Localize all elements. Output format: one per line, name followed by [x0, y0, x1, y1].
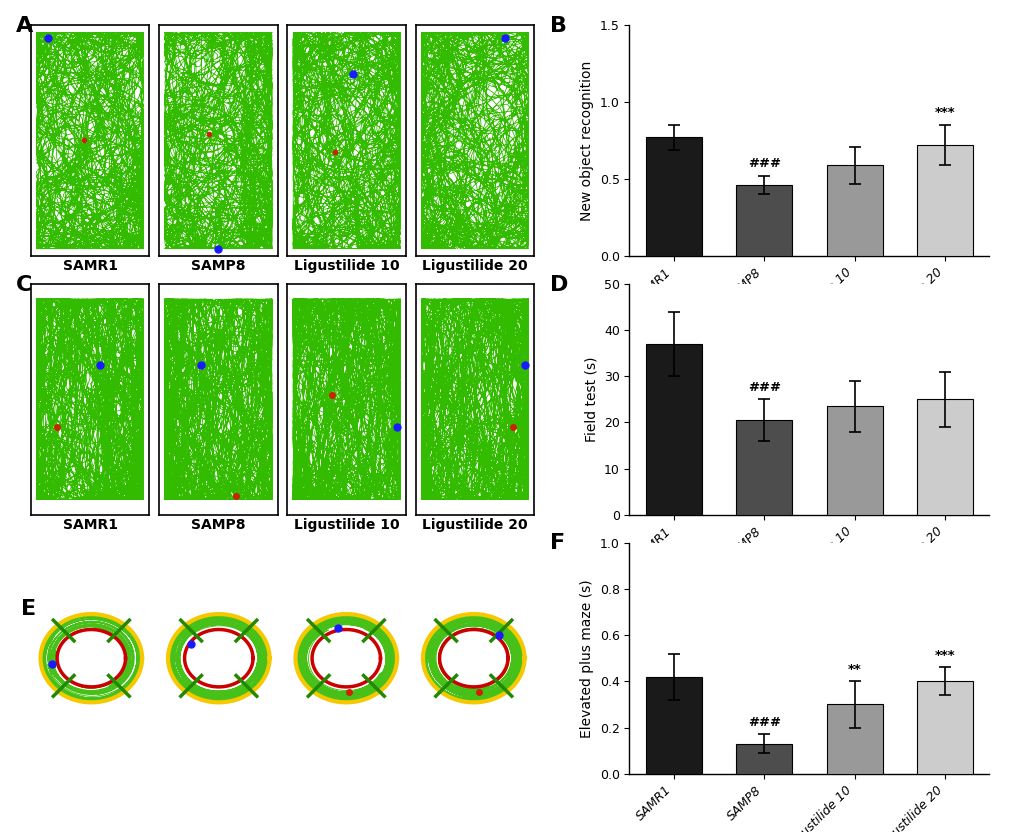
- Text: B: B: [550, 16, 567, 36]
- Bar: [825, 166, 881, 256]
- X-axis label: SAMR1: SAMR1: [62, 259, 117, 273]
- Text: E: E: [20, 598, 36, 619]
- X-axis label: Ligustilide 20: Ligustilide 20: [422, 259, 528, 273]
- Y-axis label: Elevated plus maze (s): Elevated plus maze (s): [580, 579, 594, 737]
- Text: ###: ###: [747, 380, 780, 394]
- X-axis label: SAMP8: SAMP8: [191, 259, 246, 273]
- Bar: [736, 420, 792, 515]
- X-axis label: Ligustilide 20: Ligustilide 20: [422, 518, 528, 532]
- X-axis label: SAMP8: SAMP8: [191, 518, 246, 532]
- Bar: [645, 676, 701, 774]
- Y-axis label: Field test (s): Field test (s): [584, 357, 597, 442]
- Text: A: A: [16, 16, 34, 36]
- Text: ###: ###: [747, 716, 780, 729]
- Text: D: D: [550, 275, 569, 295]
- Text: **: **: [847, 662, 861, 676]
- Text: ***: ***: [933, 649, 955, 661]
- Bar: [825, 705, 881, 774]
- Bar: [736, 186, 792, 256]
- Y-axis label: New object recognition: New object recognition: [580, 61, 594, 220]
- Bar: [825, 406, 881, 515]
- Bar: [736, 744, 792, 774]
- Text: C: C: [16, 275, 33, 295]
- Text: F: F: [550, 533, 565, 553]
- Text: ###: ###: [747, 157, 780, 171]
- Bar: [916, 681, 972, 774]
- Bar: [645, 344, 701, 515]
- Bar: [645, 137, 701, 256]
- Bar: [916, 145, 972, 256]
- Bar: [916, 399, 972, 515]
- X-axis label: Ligustilide 10: Ligustilide 10: [293, 259, 399, 273]
- X-axis label: Ligustilide 10: Ligustilide 10: [293, 518, 399, 532]
- Text: ***: ***: [933, 106, 955, 119]
- X-axis label: SAMR1: SAMR1: [62, 518, 117, 532]
